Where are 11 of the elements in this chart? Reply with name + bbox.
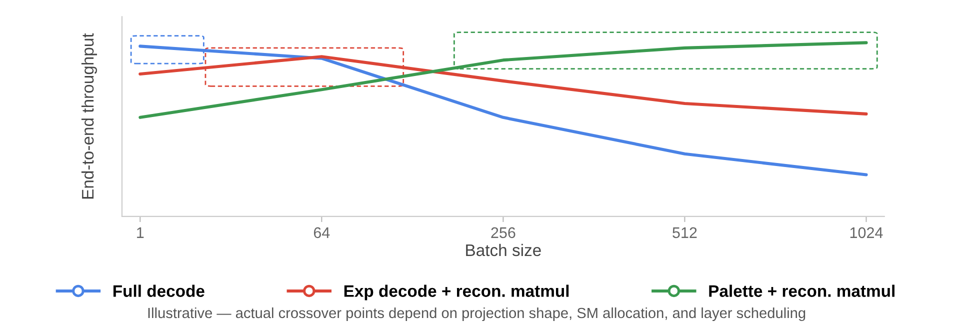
x-tick-label: 64 [314,227,330,238]
legend-label: Full decode [113,284,204,297]
x-tick-label: 512 [672,227,697,238]
text: Illustrative — actual crossover points depend on projection shape, SM allocation, and layer scheduling [148,307,806,322]
x-tick-label: 1024 [850,227,883,238]
y-axis-title: End-to-end throughput [81,33,97,199]
legend-label: Palette + recon. matmul [709,284,894,297]
x-tick-label: 1 [137,227,144,238]
x-tick-label: 256 [491,227,516,238]
legend-label: Exp decode + recon. matmul [344,284,569,300]
x-axis-title: Batch size [466,244,541,256]
